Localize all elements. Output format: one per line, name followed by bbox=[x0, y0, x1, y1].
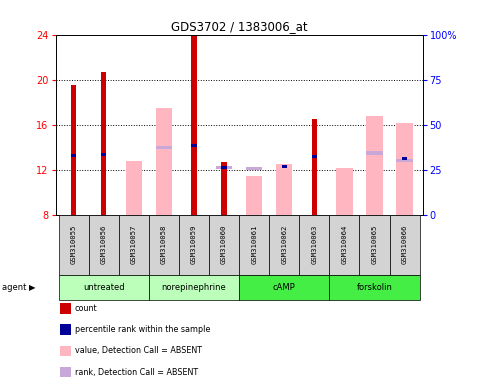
Text: GSM310058: GSM310058 bbox=[161, 225, 167, 265]
Bar bbox=[246, 167, 262, 170]
Bar bbox=[58, 275, 149, 300]
Bar bbox=[191, 144, 197, 147]
Text: agent ▶: agent ▶ bbox=[2, 283, 36, 291]
Bar bbox=[282, 165, 287, 168]
Bar bbox=[149, 275, 239, 300]
Bar bbox=[366, 116, 383, 215]
Bar bbox=[239, 275, 329, 300]
Bar bbox=[329, 275, 420, 300]
Bar bbox=[156, 108, 172, 215]
Bar bbox=[366, 151, 383, 155]
Bar bbox=[329, 215, 359, 275]
Text: GSM310059: GSM310059 bbox=[191, 225, 197, 265]
Bar bbox=[209, 215, 239, 275]
Bar bbox=[359, 215, 389, 275]
Bar bbox=[276, 164, 293, 215]
Bar bbox=[101, 152, 106, 156]
Bar bbox=[396, 159, 413, 162]
Bar bbox=[269, 215, 299, 275]
Text: value, Detection Call = ABSENT: value, Detection Call = ABSENT bbox=[75, 346, 202, 356]
Bar bbox=[119, 215, 149, 275]
Bar bbox=[299, 215, 329, 275]
Bar bbox=[191, 36, 197, 215]
Bar bbox=[221, 166, 227, 169]
Text: GSM310060: GSM310060 bbox=[221, 225, 227, 265]
Bar bbox=[216, 166, 232, 169]
Text: GSM310057: GSM310057 bbox=[131, 225, 137, 265]
Bar bbox=[156, 146, 172, 149]
Text: GSM310055: GSM310055 bbox=[71, 225, 77, 265]
Bar bbox=[239, 215, 269, 275]
Bar bbox=[402, 157, 407, 160]
Text: GSM310063: GSM310063 bbox=[312, 225, 317, 265]
Text: GSM310066: GSM310066 bbox=[401, 225, 408, 265]
Bar bbox=[101, 72, 106, 215]
Bar bbox=[179, 215, 209, 275]
Text: GSM310056: GSM310056 bbox=[100, 225, 107, 265]
Text: count: count bbox=[75, 304, 98, 313]
Bar bbox=[126, 161, 142, 215]
Bar bbox=[71, 154, 76, 157]
Text: forskolin: forskolin bbox=[356, 283, 392, 291]
Bar bbox=[71, 85, 76, 215]
Bar bbox=[396, 122, 413, 215]
Text: GSM310062: GSM310062 bbox=[281, 225, 287, 265]
Text: percentile rank within the sample: percentile rank within the sample bbox=[75, 325, 210, 334]
Text: GSM310061: GSM310061 bbox=[251, 225, 257, 265]
Text: untreated: untreated bbox=[83, 283, 125, 291]
Text: GSM310064: GSM310064 bbox=[341, 225, 347, 265]
Bar bbox=[336, 168, 353, 215]
Bar bbox=[312, 155, 317, 158]
Bar bbox=[149, 215, 179, 275]
Bar bbox=[58, 215, 89, 275]
Text: cAMP: cAMP bbox=[273, 283, 296, 291]
Bar bbox=[221, 162, 227, 215]
Title: GDS3702 / 1383006_at: GDS3702 / 1383006_at bbox=[171, 20, 307, 33]
Bar bbox=[246, 175, 262, 215]
Bar bbox=[389, 215, 420, 275]
Text: rank, Detection Call = ABSENT: rank, Detection Call = ABSENT bbox=[75, 367, 198, 377]
Text: GSM310065: GSM310065 bbox=[371, 225, 378, 265]
Bar bbox=[312, 119, 317, 215]
Text: norepinephrine: norepinephrine bbox=[162, 283, 227, 291]
Bar bbox=[89, 215, 119, 275]
